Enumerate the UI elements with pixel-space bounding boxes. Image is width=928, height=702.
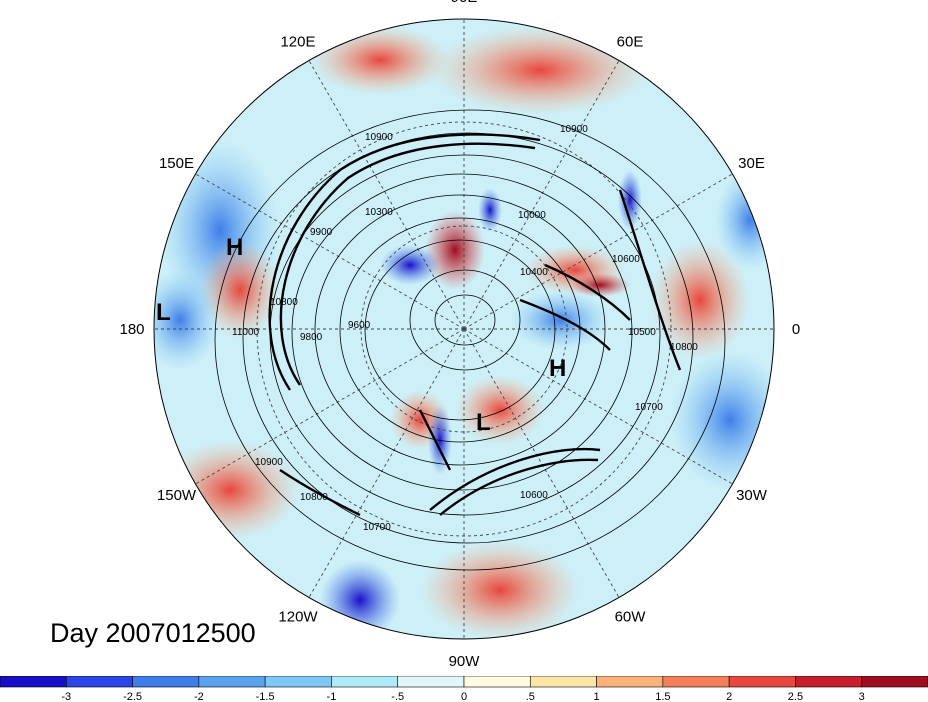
colorbar-tick-label: 0 [461, 691, 467, 702]
longitude-label: 120E [280, 34, 315, 51]
colorbar-tick-label: 1.5 [655, 691, 670, 702]
contour-label: 10000 [518, 210, 546, 221]
contour-label-group: 10900 10900 10600 10500 10800 10700 1060… [232, 124, 698, 533]
longitude-label: 30W [736, 487, 768, 504]
colorbar: -3 -2.5 -2 -1.5 -1 -.5 0 .5 1 1.5 2 2.5 3 [0, 676, 928, 702]
contour-label: 10400 [520, 267, 548, 278]
contour-label: 10700 [363, 522, 391, 533]
colorbar-swatch [132, 676, 200, 688]
meridian-line [463, 328, 733, 485]
contour-label: 10300 [365, 207, 393, 218]
colorbar-swatch [728, 676, 796, 688]
colorbar-swatch [795, 676, 863, 688]
pressure-center-low: L [476, 409, 491, 436]
colorbar-swatch [65, 676, 133, 688]
colorbar-tick-label: -1 [327, 691, 337, 702]
meridian-line [195, 328, 465, 485]
meridian-line [463, 173, 733, 330]
colorbar-tick-label: 2.5 [788, 691, 803, 702]
longitude-label: 90E [451, 0, 478, 6]
colorbar-tick-label: 2 [726, 691, 732, 702]
longitude-label: 90W [449, 653, 481, 670]
colorbar-swatch [198, 676, 266, 688]
colorbar-swatch [331, 676, 399, 688]
graticule [154, 19, 774, 639]
jet-isotachs [268, 133, 682, 517]
colorbar-tick-label: -2.5 [123, 691, 142, 702]
contour-label: 9800 [300, 332, 323, 343]
longitude-labels: 90E 60E 30E 0 30W 60W 90W 120W 150W 180 150E 120E [119, 0, 800, 670]
colorbar-swatch [0, 676, 67, 688]
pressure-center-high: H [226, 234, 243, 261]
colorbar-swatch [463, 676, 531, 688]
contour-label: 10900 [560, 124, 588, 135]
longitude-label: 120W [278, 609, 318, 626]
meridian-line [463, 60, 620, 330]
colorbar-tick-label: -.5 [391, 691, 404, 702]
longitude-label: 180 [119, 321, 144, 338]
contour-label: 9900 [310, 227, 333, 238]
map-boundary [153, 18, 775, 640]
contour-label: 10800 [670, 342, 698, 353]
colorbar-swatch [662, 676, 730, 688]
contour-label: 10900 [365, 132, 393, 143]
colorbar-swatch [861, 676, 928, 688]
meridian-line [195, 173, 465, 330]
colorbar-tick-label: -1.5 [256, 691, 275, 702]
longitude-label: 150E [159, 155, 194, 172]
meridian-line [308, 328, 465, 598]
colorbar-swatch [596, 676, 664, 688]
pressure-center-low: L [156, 299, 171, 326]
contour-label: 10700 [635, 402, 663, 413]
colorbar-tick-label: -3 [61, 691, 71, 702]
contour-label: 10800 [300, 492, 328, 503]
colorbar-tick-label: -2 [194, 691, 204, 702]
meridian-line [308, 60, 465, 330]
meridian-line [463, 328, 620, 598]
longitude-label: 150W [157, 487, 197, 504]
longitude-label: 0 [792, 321, 800, 338]
contour-label: 10600 [520, 490, 548, 501]
colorbar-swatch [529, 676, 597, 688]
contour-label: 10900 [255, 457, 283, 468]
pressure-center-high: H [549, 355, 566, 382]
contour-label: 10600 [612, 254, 640, 265]
colorbar-tick-label: 1 [594, 691, 600, 702]
colorbar-swatch [264, 676, 332, 688]
longitude-label: 60W [615, 609, 647, 626]
colorbar-swatch [397, 676, 465, 688]
contour-label: 9600 [348, 320, 371, 331]
longitude-label: 30E [738, 155, 765, 172]
longitude-label: 60E [617, 34, 644, 51]
contour-label: 10800 [270, 297, 298, 308]
day-label: Day 2007012500 [50, 618, 256, 648]
colorbar-tick-label: .5 [526, 691, 535, 702]
contour-label: 11000 [232, 327, 260, 338]
colorbar-tick-label: 3 [859, 691, 865, 702]
contour-label: 10500 [628, 327, 656, 338]
